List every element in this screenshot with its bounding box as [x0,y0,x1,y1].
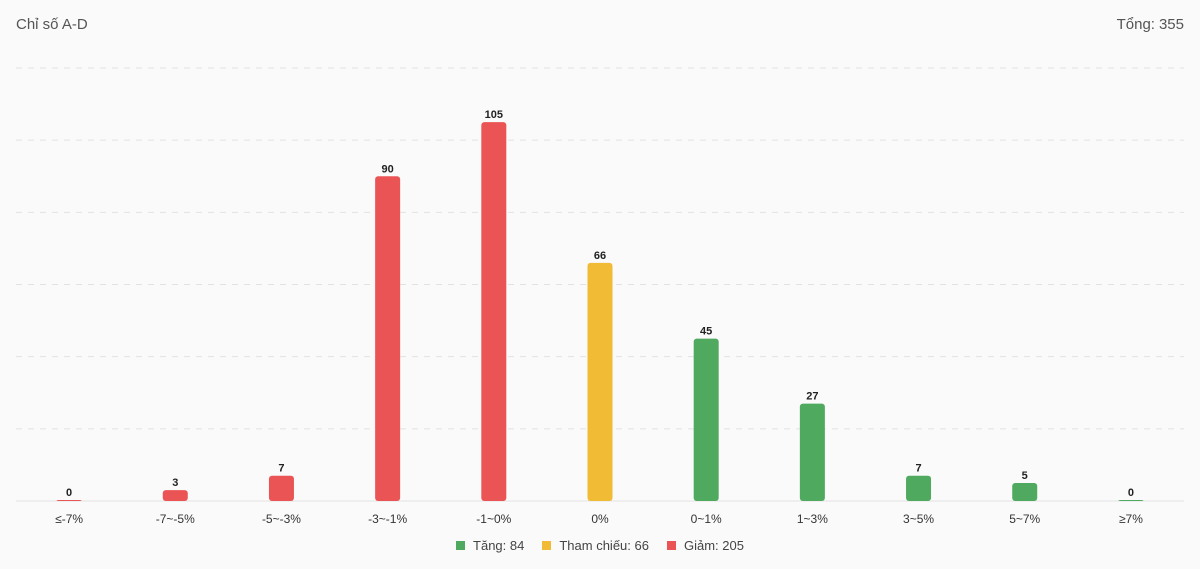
bars [56,122,1144,501]
bar[interactable] [587,262,613,501]
x-tick-label: ≥7% [1119,512,1143,526]
legend-item-up[interactable]: Tăng: 84 [456,538,524,553]
legend-swatch-ref [542,541,552,550]
bar-value-label: 0 [1128,487,1134,499]
legend-label-ref: Tham chiếu: 66 [559,538,649,553]
x-tick-label: 0~1% [691,512,722,526]
bar[interactable] [1118,500,1144,501]
total-label: Tổng: [1116,16,1155,33]
x-tick-label: 1~3% [797,512,828,526]
legend-label-down: Giảm: 205 [683,538,744,553]
x-tick-label: ≤-7% [55,512,83,526]
total-value: 355 [1158,16,1184,33]
bar-value-label: 66 [594,250,606,262]
bar[interactable] [693,338,719,501]
x-tick-label: -3~-1% [368,512,407,526]
x-tick-label: 0% [591,512,609,526]
bar[interactable] [375,176,401,501]
legend-swatch-up [456,541,466,550]
legend: Tăng: 84 Tham chiếu: 66 Giảm: 205 [0,538,1200,553]
bar-value-label: 7 [915,463,921,475]
bar[interactable] [799,403,825,501]
chart-header: Chỉ số A-D Tổng: 355 [16,16,1184,33]
bar-value-label: 0 [66,487,72,499]
bar-value-label: 45 [700,326,712,338]
bar[interactable] [56,500,82,501]
x-tick-label: -7~-5% [156,512,195,526]
bar[interactable] [1012,482,1038,501]
bar-value-label: 90 [382,163,394,175]
bar-value-label: 7 [278,463,284,475]
bar-value-label: 105 [485,109,503,121]
bar[interactable] [268,475,294,501]
bar[interactable] [162,490,188,501]
x-tick-label: -1~0% [476,512,511,526]
x-tick-label: 3~5% [903,512,934,526]
x-tick-label: -5~-3% [262,512,301,526]
bar-value-label: 27 [806,391,818,403]
bar[interactable] [906,475,932,501]
x-axis-ticks: ≤-7% -7~-5% -5~-3% -3~-1% -1~0% 0% 0~1% 1~3% 3~5… [55,512,1143,526]
value-labels: 0 3 7 90 105 66 45 27 7 5 0 [66,109,1134,499]
legend-label-up: Tăng: 84 [473,538,525,553]
bar-value-label: 5 [1022,470,1028,482]
x-tick-label: 5~7% [1009,512,1040,526]
total-count: Tổng: 355 [1117,16,1184,33]
legend-item-ref[interactable]: Tham chiếu: 66 [542,538,649,553]
legend-item-down[interactable]: Giảm: 205 [666,538,744,553]
bar-value-label: 3 [172,477,178,489]
bar[interactable] [481,122,507,501]
legend-swatch-down [666,541,676,550]
chart-title: Chỉ số A-D [16,16,88,33]
